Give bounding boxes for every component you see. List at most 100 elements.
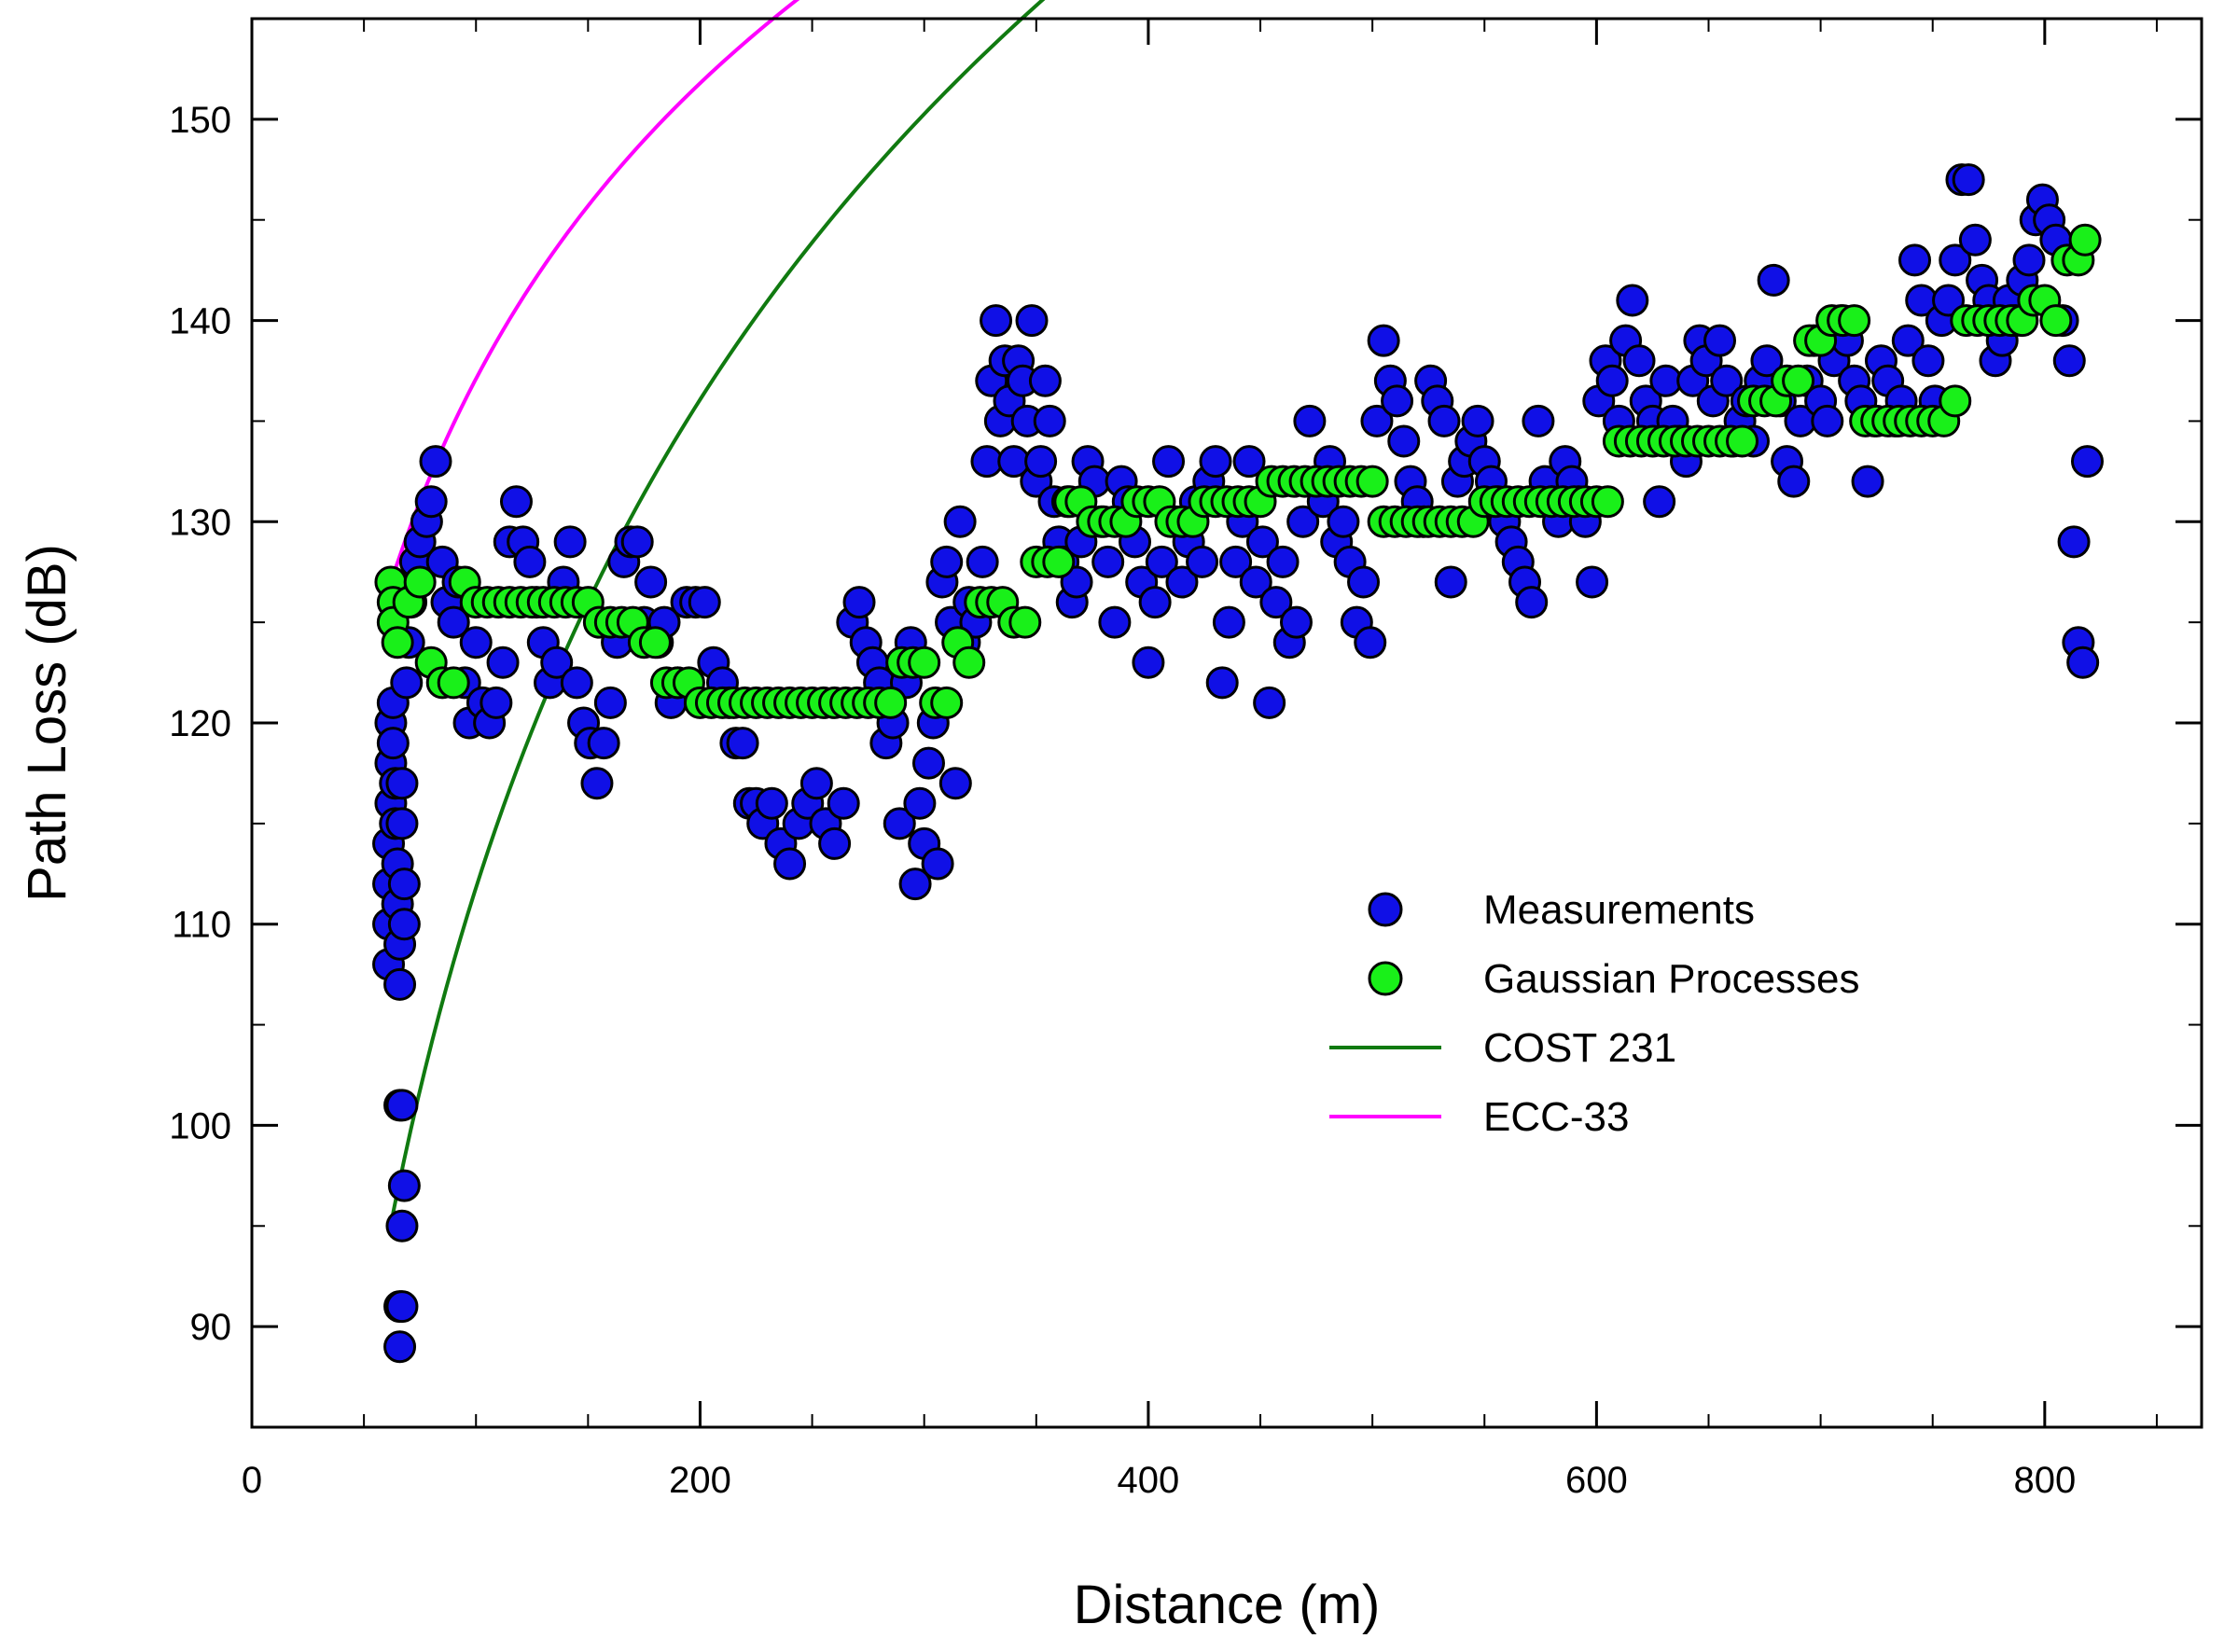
measurements-point (580, 767, 614, 800)
axes: 0 200 400 600 800 90 100 110 120 130 140 150 (169, 18, 2202, 1501)
measurements-point (970, 445, 1004, 479)
measurements-point (499, 485, 533, 519)
measurements-point (688, 586, 721, 619)
measurements-point (980, 304, 1013, 338)
y-tick-label: 110 (172, 905, 231, 946)
measurements-point (1293, 404, 1327, 437)
gaussian-processes-point (403, 565, 437, 599)
legend-marker-gaussian-processes (1368, 961, 1403, 996)
measurements-point (1253, 686, 1286, 719)
y-tick-label: 90 (190, 1307, 232, 1348)
measurements-point (1347, 565, 1381, 599)
series-line-cost-231 (387, 0, 1046, 1230)
x-tick-label: 200 (669, 1460, 731, 1501)
gaussian-processes-point (952, 646, 986, 679)
y-tick-label: 120 (169, 703, 231, 744)
measurements-point (1461, 404, 1494, 437)
legend-label-ecc-33: ECC-33 (1483, 1094, 1630, 1140)
measurements-point (387, 868, 421, 901)
x-tick-label: 800 (2013, 1460, 2076, 1501)
measurements-point (2066, 646, 2100, 679)
measurements-point (1595, 364, 1629, 397)
measurements-point (1616, 284, 1649, 317)
measurements-point (818, 826, 852, 860)
measurements-point (1703, 324, 1737, 357)
measurements-point (383, 967, 417, 1001)
measurements-point (1911, 344, 1945, 378)
measurements-point (1239, 565, 1272, 599)
measurements-point (1279, 605, 1313, 639)
measurements-point (2012, 243, 2046, 277)
curves (387, 0, 1046, 1230)
y-axis-title: Path Loss (dB) (17, 544, 77, 902)
measurements-point (1028, 364, 1062, 397)
y-tick-label: 130 (169, 502, 231, 543)
measurements-point (486, 646, 520, 679)
x-tick-label: 0 (242, 1460, 262, 1501)
measurements-point (1266, 545, 1300, 578)
legend-label-cost-231: COST 231 (1483, 1025, 1676, 1071)
gaussian-processes-point (1782, 364, 1815, 397)
measurements-point (1522, 404, 1555, 437)
x-tick-label: 600 (1565, 1460, 1628, 1501)
measurements-point (1643, 485, 1676, 519)
measurements-point (593, 686, 627, 719)
gaussian-processes-point (381, 626, 414, 659)
measurements-point (1387, 424, 1421, 458)
x-tick-label: 400 (1118, 1460, 1180, 1501)
measurements-point (1091, 545, 1125, 578)
legend: Measurements Gaussian Processes COST 231 EC… (1329, 887, 1860, 1140)
measurements-point (1132, 646, 1165, 679)
measurements-point (1098, 605, 1132, 639)
measurements-point (480, 686, 513, 719)
measurements-point (2070, 445, 2104, 479)
measurements-point (1851, 465, 1884, 498)
measurements-point (1898, 243, 1932, 277)
measurements-point (1165, 565, 1199, 599)
measurements-point (773, 847, 807, 881)
measurements-point (1360, 404, 1394, 437)
measurements-point (966, 545, 999, 578)
gaussian-processes-point (1726, 424, 1759, 458)
measurements-point (385, 807, 419, 840)
gaussian-processes-point (437, 666, 470, 700)
measurements-point (1811, 404, 1844, 437)
measurements-point (1434, 565, 1467, 599)
measurements-point (1259, 586, 1293, 619)
measurements-point (827, 786, 860, 820)
measurements-point (1033, 404, 1066, 437)
measurements-point (1219, 545, 1253, 578)
plot-frame (250, 17, 2203, 1429)
measurements-point (376, 727, 410, 760)
measurements-point (1932, 284, 1966, 317)
y-tick-label: 140 (169, 301, 231, 342)
measurements-point (1232, 445, 1266, 479)
gaussian-processes-point (1042, 545, 1076, 578)
measurements-point (1145, 545, 1178, 578)
measurements-point (755, 786, 788, 820)
measurements-point (1245, 525, 1279, 559)
measurements-point (1515, 586, 1549, 619)
measurements-point (1757, 263, 1790, 297)
measurements-point (1952, 163, 1985, 197)
measurements-point (1939, 243, 1972, 277)
measurements-point (385, 1089, 419, 1122)
measurements-point (1427, 404, 1461, 437)
measurements-point (1958, 223, 1992, 257)
gaussian-processes-point (930, 686, 964, 719)
gaussian-processes-point (1008, 605, 1042, 639)
measurements-point (1138, 586, 1172, 619)
measurements-point (938, 767, 972, 800)
gaussian-processes-point (2039, 304, 2073, 338)
y-tick-label: 100 (169, 1105, 231, 1146)
measurements-point (1381, 384, 1414, 418)
series-line-ecc-33 (387, 0, 800, 587)
measurements-point (560, 666, 593, 700)
measurements-point (1152, 445, 1186, 479)
measurements-point (387, 1169, 421, 1202)
legend-marker-measurements (1368, 892, 1403, 927)
measurements-point (1750, 344, 1784, 378)
measurements-point (1060, 565, 1093, 599)
measurements-point (553, 525, 587, 559)
